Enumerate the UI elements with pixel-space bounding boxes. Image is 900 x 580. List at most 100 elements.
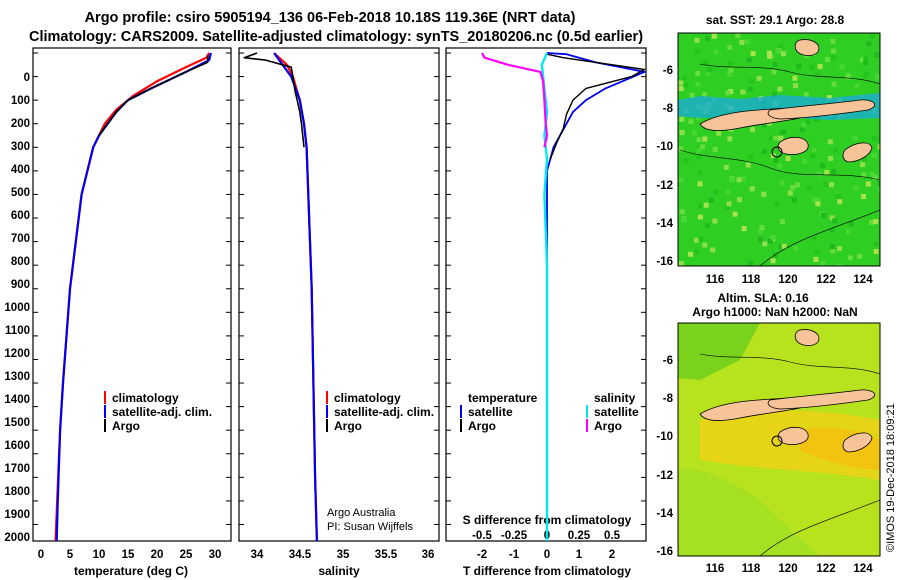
argo-float-marker xyxy=(771,435,783,447)
sst-pixel xyxy=(857,253,863,259)
sst-pixel xyxy=(828,155,834,161)
sst-pixel xyxy=(778,130,784,136)
legend-heading-salinity: salinity xyxy=(594,391,636,405)
sst-pixel xyxy=(792,75,798,81)
island-shape xyxy=(777,426,809,445)
sst-pixel xyxy=(781,243,787,249)
sst-pixel xyxy=(732,211,738,217)
sst-pixel xyxy=(749,186,755,192)
salinity-tick-label: 34.5 xyxy=(289,549,312,561)
temperature-tick-label: 0 xyxy=(38,549,44,561)
sst-pixel xyxy=(866,40,872,46)
sst-pixel xyxy=(727,71,732,77)
sst-pixel xyxy=(696,154,702,160)
sst-pixel xyxy=(679,130,685,136)
lon-tick-label: 116 xyxy=(706,563,725,575)
sst-pixel xyxy=(748,260,754,266)
sst-pixel xyxy=(832,218,838,224)
sst-pixel xyxy=(762,148,767,154)
sst-pixel xyxy=(702,92,708,98)
sst-pixel xyxy=(822,181,828,187)
sst-pixel xyxy=(705,71,711,77)
t-diff-tick-label: 0 xyxy=(544,549,550,561)
sst-pixel xyxy=(825,57,831,63)
sst-pixel xyxy=(869,220,875,225)
sst-pixel xyxy=(748,78,754,84)
bathymetry-contour xyxy=(759,499,880,556)
series-line-argo xyxy=(98,55,209,136)
sst-pixel xyxy=(865,181,871,187)
temperature-panel-frame xyxy=(32,47,232,542)
sst-pixel xyxy=(809,64,815,70)
sst-pixel xyxy=(709,197,715,203)
lat-tick-label: -12 xyxy=(656,180,673,192)
island-shape xyxy=(794,329,820,346)
sla-green-patch xyxy=(678,323,760,380)
sst-pixel xyxy=(874,52,880,58)
sst-pixel xyxy=(759,224,765,230)
sst-pixel xyxy=(820,163,826,169)
sst-pixel xyxy=(821,212,827,218)
s-diff-tick-label: 0.5 xyxy=(604,530,621,542)
legend-label-climatology: climatology xyxy=(334,391,401,405)
depth-tick-label: 1400 xyxy=(4,394,30,406)
sst-pixel xyxy=(873,249,879,254)
temperature-axis-label: temperature (deg C) xyxy=(74,564,188,578)
sst-pixel xyxy=(790,185,796,190)
series-line-argo xyxy=(243,52,305,148)
sst-pixel xyxy=(726,201,732,207)
sst-pixel xyxy=(799,126,805,132)
sst-pixel xyxy=(713,49,719,55)
sst-pixel xyxy=(864,72,869,78)
temperature-tick-label: 30 xyxy=(209,549,222,561)
sst-pixel xyxy=(761,191,767,197)
sst-pixel xyxy=(762,241,768,247)
sst-pixel xyxy=(806,185,812,191)
sst-pixel xyxy=(785,156,791,161)
sst-pixel xyxy=(830,248,836,254)
sst-pixel xyxy=(697,203,703,209)
depth-tick-label: 1300 xyxy=(4,371,30,383)
sst-map xyxy=(677,32,881,267)
sst-pixel xyxy=(779,180,785,186)
s-diff-tick-label: -0.25 xyxy=(501,530,528,542)
sst-pixel xyxy=(845,229,851,235)
sst-pixel xyxy=(878,181,880,186)
sst-pixel xyxy=(713,190,719,195)
sst-pixel xyxy=(839,64,845,70)
depth-tick-label: 500 xyxy=(11,187,30,199)
sst-pixel xyxy=(811,147,817,153)
sst-pixel xyxy=(837,199,843,205)
sst-pixel xyxy=(712,218,718,224)
salinity-tick-label: 35.5 xyxy=(375,549,398,561)
sst-pixel xyxy=(845,74,851,80)
sla-map-lat-axis: -6 -8 -10 -12 -14 -16 xyxy=(656,355,673,558)
sst-pixel xyxy=(861,194,866,199)
depth-tick-label: 1700 xyxy=(4,463,30,475)
lat-tick-label: -16 xyxy=(656,546,673,558)
sst-pixel xyxy=(695,82,701,87)
sst-pixel xyxy=(874,74,880,80)
lon-tick-label: 120 xyxy=(778,274,797,286)
sst-pixel xyxy=(772,62,778,68)
temperature-tick-label: 20 xyxy=(151,549,164,561)
credit-argo-australia: Argo Australia xyxy=(327,507,396,519)
series-line-temperature-argo xyxy=(546,53,646,160)
sst-map-lat-axis: -6 -8 -10 -12 -14 -16 xyxy=(656,65,673,268)
island-shape xyxy=(767,99,876,120)
sst-pixel xyxy=(716,130,722,136)
depth-tick-label: 800 xyxy=(11,256,30,268)
salinity-tick-label: 36 xyxy=(422,549,435,561)
sst-pixel xyxy=(748,154,754,160)
sst-pixel xyxy=(745,162,751,168)
temperature-tick-label: 25 xyxy=(180,549,193,561)
sst-pixel xyxy=(831,168,837,174)
salinity-x-axis: 34 34.5 35 35.5 36 salinity xyxy=(251,549,435,578)
sst-pixel xyxy=(877,144,880,150)
sst-pixel xyxy=(793,245,799,251)
s-diff-tick-label: 0.25 xyxy=(568,530,591,542)
sst-pixel xyxy=(854,83,860,89)
salinity-tick-label: 34 xyxy=(251,549,264,561)
sst-pixel xyxy=(705,36,710,41)
lat-tick-label: -8 xyxy=(663,393,674,405)
